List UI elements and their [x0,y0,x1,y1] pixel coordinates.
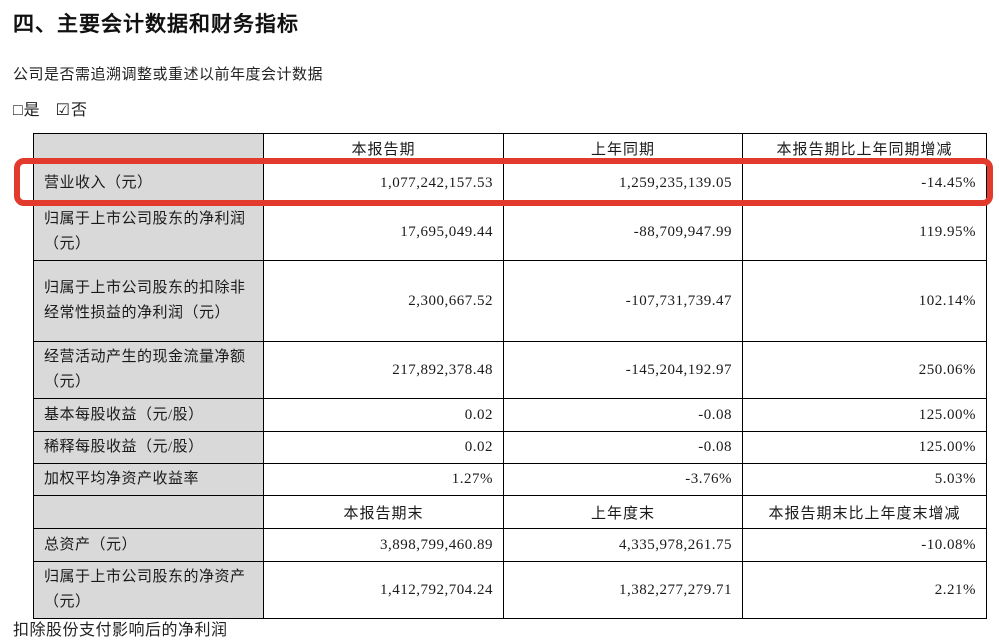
value-cell: 2.21% [742,561,987,619]
blank-header-cell [33,133,264,164]
table-row-net-profit-excl-nonrecurring: 归属于上市公司股东的扣除非经常性损益的净利润（元） 2,300,667.52 -… [33,260,987,342]
page-title: 四、主要会计数据和财务指标 [13,13,299,36]
value-cell: 2,300,667.52 [263,260,504,342]
row-label-cell: 总资产（元） [33,528,264,562]
col-header-prior-year-end: 上年度末 [503,495,743,529]
value-cell: 0.02 [263,398,504,432]
value-cell: -0.08 [503,431,743,464]
value-cell: -107,731,739.47 [503,260,743,342]
value-cell: 1,259,235,139.05 [503,163,743,204]
checkbox-no-checked: ☑否 [55,102,89,119]
row-label-cell: 稀释每股收益（元/股） [33,431,264,464]
table-row-basic-eps: 基本每股收益（元/股） 0.02 -0.08 125.00% [33,398,987,432]
checkbox-yes: □是 [13,102,41,119]
row-label-cell: 归属于上市公司股东的净资产（元） [33,561,264,619]
value-cell: 102.14% [742,260,987,342]
value-cell: 1,412,792,704.24 [263,561,504,619]
value-cell: 125.00% [742,398,987,432]
col-header-period-end-change: 本报告期末比上年度末增减 [742,495,987,529]
restatement-question-text: 公司是否需追溯调整或重述以前年度会计数据 [13,67,324,83]
table-row-operating-cash-flow: 经营活动产生的现金流量净额（元） 217,892,378.48 -145,204… [33,341,987,399]
value-cell: 1.27% [263,463,504,496]
period-end-header-row: 本报告期末 上年度末 本报告期末比上年度末增减 [33,495,987,529]
row-label-cell: 基本每股收益（元/股） [33,398,264,432]
financial-indicators-table: 本报告期 上年同期 本报告期比上年同期增减 营业收入（元） 1,077,242,… [33,133,987,619]
col-header-current-period: 本报告期 [263,133,504,164]
row-label-cell: 归属于上市公司股东的净利润（元） [33,203,264,261]
table-row-net-assets: 归属于上市公司股东的净资产（元） 1,412,792,704.24 1,382,… [33,561,987,619]
value-cell: 217,892,378.48 [263,341,504,399]
row-label-cell: 经营活动产生的现金流量净额（元） [33,341,264,399]
value-cell: 5.03% [742,463,987,496]
table-row-weighted-avg-roe: 加权平均净资产收益率 1.27% -3.76% 5.03% [33,463,987,496]
table-row-net-profit: 归属于上市公司股东的净利润（元） 17,695,049.44 -88,709,9… [33,203,987,261]
value-cell: 4,335,978,261.75 [503,528,743,562]
value-cell: -10.08% [742,528,987,562]
period-header-row: 本报告期 上年同期 本报告期比上年同期增减 [33,133,987,164]
value-cell: 1,077,242,157.53 [263,163,504,204]
table-row-total-assets: 总资产（元） 3,898,799,460.89 4,335,978,261.75… [33,528,987,562]
value-cell: -88,709,947.99 [503,203,743,261]
table-row-diluted-eps: 稀释每股收益（元/股） 0.02 -0.08 125.00% [33,431,987,464]
table-row-revenue: 营业收入（元） 1,077,242,157.53 1,259,235,139.0… [33,163,987,204]
col-header-period-change: 本报告期比上年同期增减 [742,133,987,164]
value-cell: 250.06% [742,341,987,399]
footer-note-text: 扣除股份支付影响后的净利润 [13,622,228,639]
value-cell: 125.00% [742,431,987,464]
col-header-prior-period: 上年同期 [503,133,743,164]
value-cell: 119.95% [742,203,987,261]
row-label-cell: 归属于上市公司股东的扣除非经常性损益的净利润（元） [33,260,264,342]
value-cell: 3,898,799,460.89 [263,528,504,562]
blank-header-cell [33,495,264,529]
col-header-period-end: 本报告期末 [263,495,504,529]
value-cell: 1,382,277,279.71 [503,561,743,619]
value-cell: -14.45% [742,163,987,204]
value-cell: -0.08 [503,398,743,432]
value-cell: 17,695,049.44 [263,203,504,261]
row-label-cell: 营业收入（元） [33,163,264,204]
restatement-checkbox-row: □是 ☑否 [13,96,98,120]
value-cell: -145,204,192.97 [503,341,743,399]
value-cell: 0.02 [263,431,504,464]
row-label-cell: 加权平均净资产收益率 [33,463,264,496]
value-cell: -3.76% [503,463,743,496]
